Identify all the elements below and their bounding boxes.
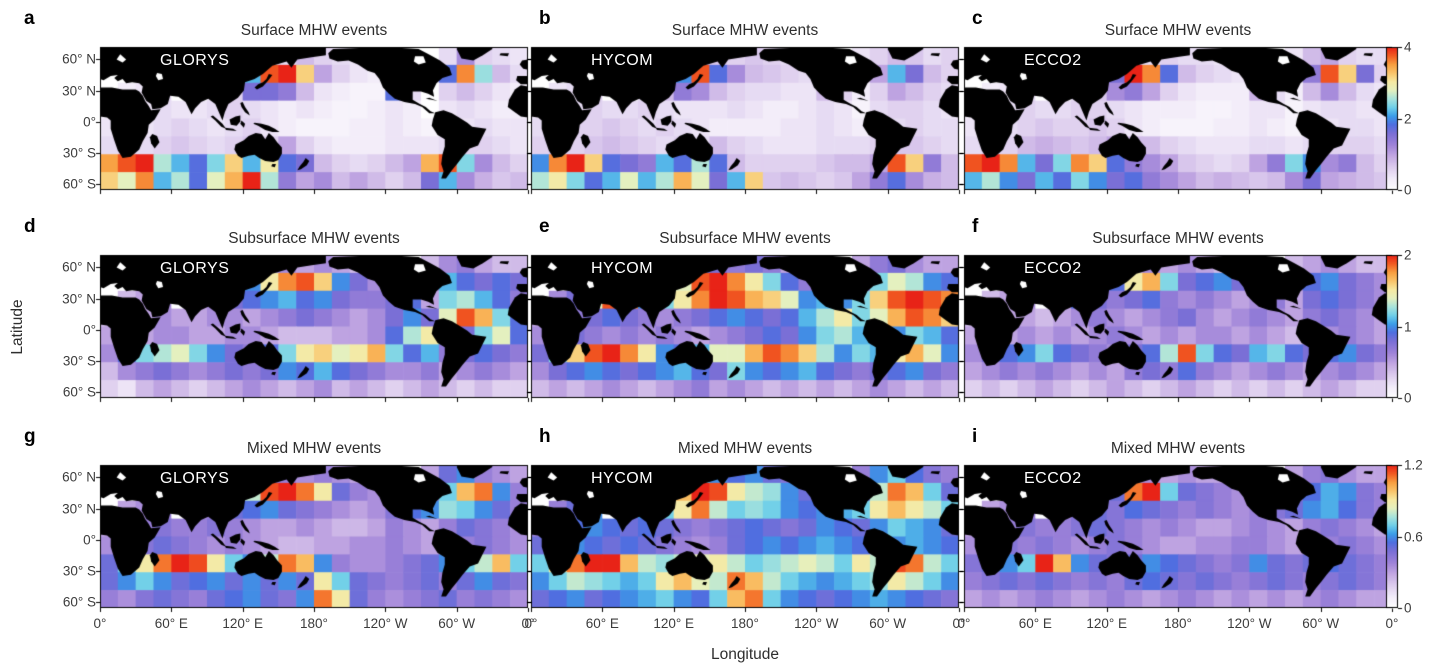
- model-label: ECCO2: [1024, 52, 1082, 69]
- colorbar-tick-label: 2: [1404, 247, 1412, 263]
- y-tick-label: 0°: [83, 532, 96, 548]
- panel-letter: g: [24, 426, 36, 447]
- map-canvas-h: [525, 459, 965, 614]
- panel-title: Surface MHW events: [671, 22, 819, 39]
- panel-letter: d: [24, 216, 36, 237]
- y-tick-label: 60° S: [62, 384, 96, 400]
- model-label: HYCOM: [591, 470, 654, 487]
- x-tick-label: 60° E: [585, 616, 619, 631]
- colorbar-tick-label: 4: [1404, 39, 1412, 55]
- map-canvas-d: [94, 249, 534, 404]
- panel-letter: b: [539, 8, 551, 29]
- colorbar-tick-label: 1.2: [1404, 457, 1423, 473]
- map-canvas-i: [958, 459, 1398, 614]
- panel-title: Surface MHW events: [240, 22, 388, 39]
- panel-title: Subsurface MHW events: [228, 230, 400, 247]
- panel-letter: f: [972, 216, 979, 237]
- x-tick-label: 0°: [1385, 616, 1399, 631]
- x-tick-label: 120° E: [222, 616, 263, 631]
- panel-letter: e: [539, 216, 550, 237]
- x-tick-label: 60° W: [1302, 616, 1340, 631]
- y-tick-label: 60° N: [62, 259, 96, 275]
- colorbar-1: [1380, 41, 1422, 196]
- y-tick-label: 30° S: [62, 563, 96, 579]
- y-tick-label: 30° N: [62, 291, 96, 307]
- model-label: GLORYS: [160, 52, 230, 69]
- map-canvas-f: [958, 249, 1398, 404]
- x-tick-label: 120° W: [1227, 616, 1272, 631]
- y-tick-label: 30° N: [62, 83, 96, 99]
- model-label: ECCO2: [1024, 260, 1082, 277]
- panel-letter: a: [24, 8, 35, 29]
- panel-letter: c: [972, 8, 983, 29]
- map-canvas-e: [525, 249, 965, 404]
- y-tick-label: 30° S: [62, 353, 96, 369]
- colorbar-tick-label: 0.6: [1404, 529, 1423, 544]
- colorbar-tick-label: 2: [1404, 111, 1412, 126]
- panel-title: Surface MHW events: [1104, 22, 1252, 39]
- x-tick-label: 60° W: [869, 616, 907, 631]
- x-axis-label: Longitude: [710, 646, 780, 663]
- y-tick-label: 60° N: [62, 51, 96, 67]
- panel-title: Subsurface MHW events: [659, 230, 831, 247]
- colorbar-tick-label: 0: [1404, 182, 1412, 198]
- colorbar-3: [1380, 459, 1422, 614]
- x-tick-label: 60° E: [1018, 616, 1052, 631]
- x-tick-label: 0°: [521, 616, 535, 631]
- map-canvas-c: [958, 41, 1398, 196]
- panel-title: Mixed MHW events: [246, 440, 382, 457]
- x-tick-label: 120° W: [794, 616, 839, 631]
- model-label: HYCOM: [591, 52, 654, 69]
- x-tick-label: 120° E: [653, 616, 694, 631]
- x-tick-label: 120° W: [363, 616, 408, 631]
- map-canvas-a: [94, 41, 534, 196]
- panel-letter: i: [972, 426, 978, 447]
- panel-title: Subsurface MHW events: [1092, 230, 1264, 247]
- model-label: GLORYS: [160, 260, 230, 277]
- panel-title: Mixed MHW events: [1110, 440, 1246, 457]
- x-tick-label: 60° W: [438, 616, 476, 631]
- x-tick-label: 0°: [93, 616, 107, 631]
- x-tick-label: 0°: [952, 616, 966, 631]
- y-tick-label: 30° S: [62, 145, 96, 161]
- colorbar-tick-label: 0: [1404, 390, 1412, 406]
- panel-title: Mixed MHW events: [677, 440, 813, 457]
- model-label: GLORYS: [160, 470, 230, 487]
- colorbar-tick-label: 1: [1404, 319, 1412, 334]
- colorbar-2: [1380, 249, 1422, 404]
- x-tick-label: 180°: [731, 616, 759, 631]
- x-tick-label: 0°: [524, 616, 538, 631]
- x-tick-label: 180°: [300, 616, 328, 631]
- x-tick-label: 180°: [1164, 616, 1192, 631]
- colorbar-tick-label: 0: [1404, 600, 1412, 616]
- model-label: HYCOM: [591, 260, 654, 277]
- map-canvas-b: [525, 41, 965, 196]
- y-axis-label: Latitude: [9, 299, 26, 355]
- y-tick-label: 60° S: [62, 176, 96, 192]
- y-tick-label: 30° N: [62, 501, 96, 517]
- model-label: ECCO2: [1024, 470, 1082, 487]
- map-canvas-g: [94, 459, 534, 614]
- y-tick-label: 60° N: [62, 469, 96, 485]
- y-tick-label: 60° S: [62, 594, 96, 610]
- panel-letter: h: [539, 426, 551, 447]
- y-tick-label: 0°: [83, 114, 96, 130]
- x-tick-label: 0°: [957, 616, 971, 631]
- x-tick-label: 120° E: [1086, 616, 1127, 631]
- x-tick-label: 60° E: [154, 616, 188, 631]
- y-tick-label: 0°: [83, 322, 96, 338]
